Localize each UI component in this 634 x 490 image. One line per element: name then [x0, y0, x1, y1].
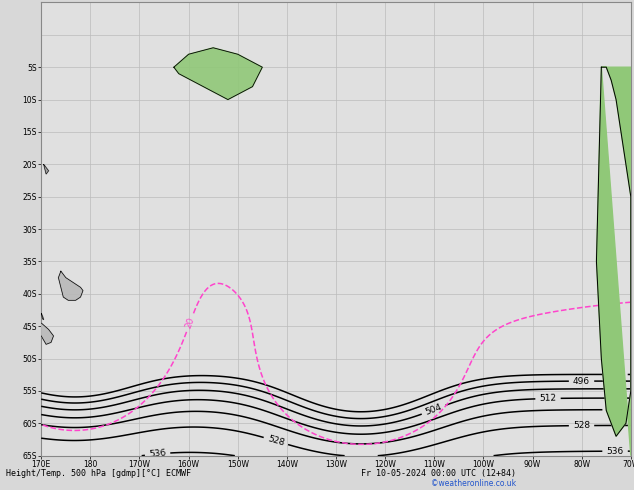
Text: ©weatheronline.co.uk: ©weatheronline.co.uk: [431, 479, 516, 488]
Text: 528: 528: [573, 421, 590, 430]
Text: 496: 496: [573, 377, 590, 386]
Text: 512: 512: [540, 394, 557, 403]
Text: 488: 488: [607, 370, 624, 379]
Polygon shape: [41, 313, 44, 320]
Text: 536: 536: [148, 449, 167, 459]
Text: 528: 528: [266, 434, 285, 448]
Polygon shape: [597, 67, 631, 456]
Polygon shape: [31, 320, 53, 344]
Polygon shape: [174, 48, 262, 99]
Polygon shape: [44, 164, 49, 174]
Polygon shape: [58, 271, 83, 300]
Text: 536: 536: [606, 447, 624, 456]
Text: 504: 504: [424, 402, 443, 417]
Text: 520: 520: [607, 405, 624, 414]
Text: 20: 20: [184, 317, 196, 330]
Text: Height/Temp. 500 hPa [gdmp][°C] ECMWF: Height/Temp. 500 hPa [gdmp][°C] ECMWF: [6, 469, 191, 478]
Text: Fr 10-05-2024 00:00 UTC (12+84): Fr 10-05-2024 00:00 UTC (12+84): [361, 469, 516, 478]
